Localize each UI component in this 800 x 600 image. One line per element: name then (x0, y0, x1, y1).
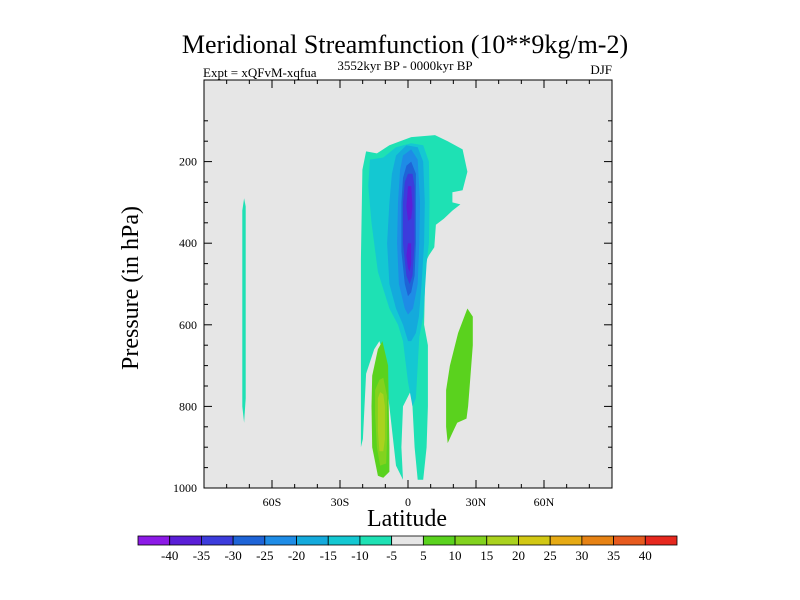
colorbar-swatch (232, 535, 266, 546)
colorbar-swatch (264, 535, 297, 546)
y-tick-label: 600 (179, 318, 197, 332)
chart-subtitle-center: 3552kyr BP - 0000kyr BP (337, 58, 472, 73)
colorbar-swatch (137, 535, 171, 546)
colorbar: -40 -35 -30 -25 -20 -15 -10 -5 5 10 15 20 25 30 35 40 (137, 535, 678, 563)
colorbar-label: 20 (512, 548, 525, 563)
x-tick-label: 30S (331, 495, 350, 509)
colorbar-label: 40 (639, 548, 652, 563)
colorbar-label: -5 (386, 548, 397, 563)
colorbar-swatch (644, 535, 678, 546)
colorbar-label: -35 (193, 548, 210, 563)
colorbar-label: 35 (607, 548, 620, 563)
colorbar-swatch (613, 535, 646, 546)
colorbar-label: -30 (224, 548, 241, 563)
colorbar-swatch (581, 535, 614, 546)
x-tick-label: 60N (534, 495, 555, 509)
colorbar-label: 30 (575, 548, 588, 563)
x-tick-label: 30N (466, 495, 487, 509)
colorbar-label: -15 (320, 548, 337, 563)
colorbar-swatch (549, 535, 583, 546)
colorbar-swatch (359, 535, 393, 546)
colorbar-swatch (327, 535, 361, 546)
contour-region-negative-35-upper (406, 186, 413, 221)
colorbar-label: 15 (480, 548, 493, 563)
y-tick-label: 800 (179, 399, 197, 413)
colorbar-swatch (454, 535, 488, 546)
colorbar-label: 10 (449, 548, 462, 563)
colorbar-swatch (391, 535, 424, 546)
x-axis: 60S 30S 0 30N 60N (226, 80, 590, 509)
contour-region-positive-15-left (377, 392, 385, 452)
colorbar-swatch (296, 535, 329, 546)
colorbar-swatch (422, 535, 456, 546)
y-axis: 200 400 600 800 1000 (173, 120, 612, 495)
colorbar-label: 5 (420, 548, 427, 563)
colorbar-label: -20 (288, 548, 305, 563)
colorbar-label: 25 (544, 548, 557, 563)
y-tick-label: 1000 (173, 481, 197, 495)
colorbar-label: -10 (351, 548, 368, 563)
colorbar-swatch (518, 535, 551, 546)
x-axis-label: Latitude (367, 506, 447, 532)
chart-subtitle-right: DJF (590, 62, 612, 77)
colorbar-label: -40 (161, 548, 178, 563)
y-tick-label: 200 (179, 155, 197, 169)
colorbar-label: -25 (256, 548, 273, 563)
colorbar-swatch (486, 535, 519, 546)
x-tick-label: 0 (405, 495, 411, 509)
contour-region-positive-5-right (446, 308, 473, 444)
contour-region-weak-negative-70s (242, 198, 246, 423)
colorbar-swatch (169, 535, 202, 546)
chart-title: Meridional Streamfunction (10**9kg/m-2) (182, 30, 628, 59)
y-axis-label: Pressure (in hPa) (118, 206, 144, 370)
y-tick-label: 400 (179, 236, 197, 250)
contour-region-negative-35-lower (406, 243, 412, 272)
colorbar-swatch (201, 535, 234, 546)
x-tick-label: 60S (263, 495, 282, 509)
contour-regions (242, 135, 473, 480)
chart-subtitle-left: Expt = xQFvM-xqfua (203, 65, 317, 80)
